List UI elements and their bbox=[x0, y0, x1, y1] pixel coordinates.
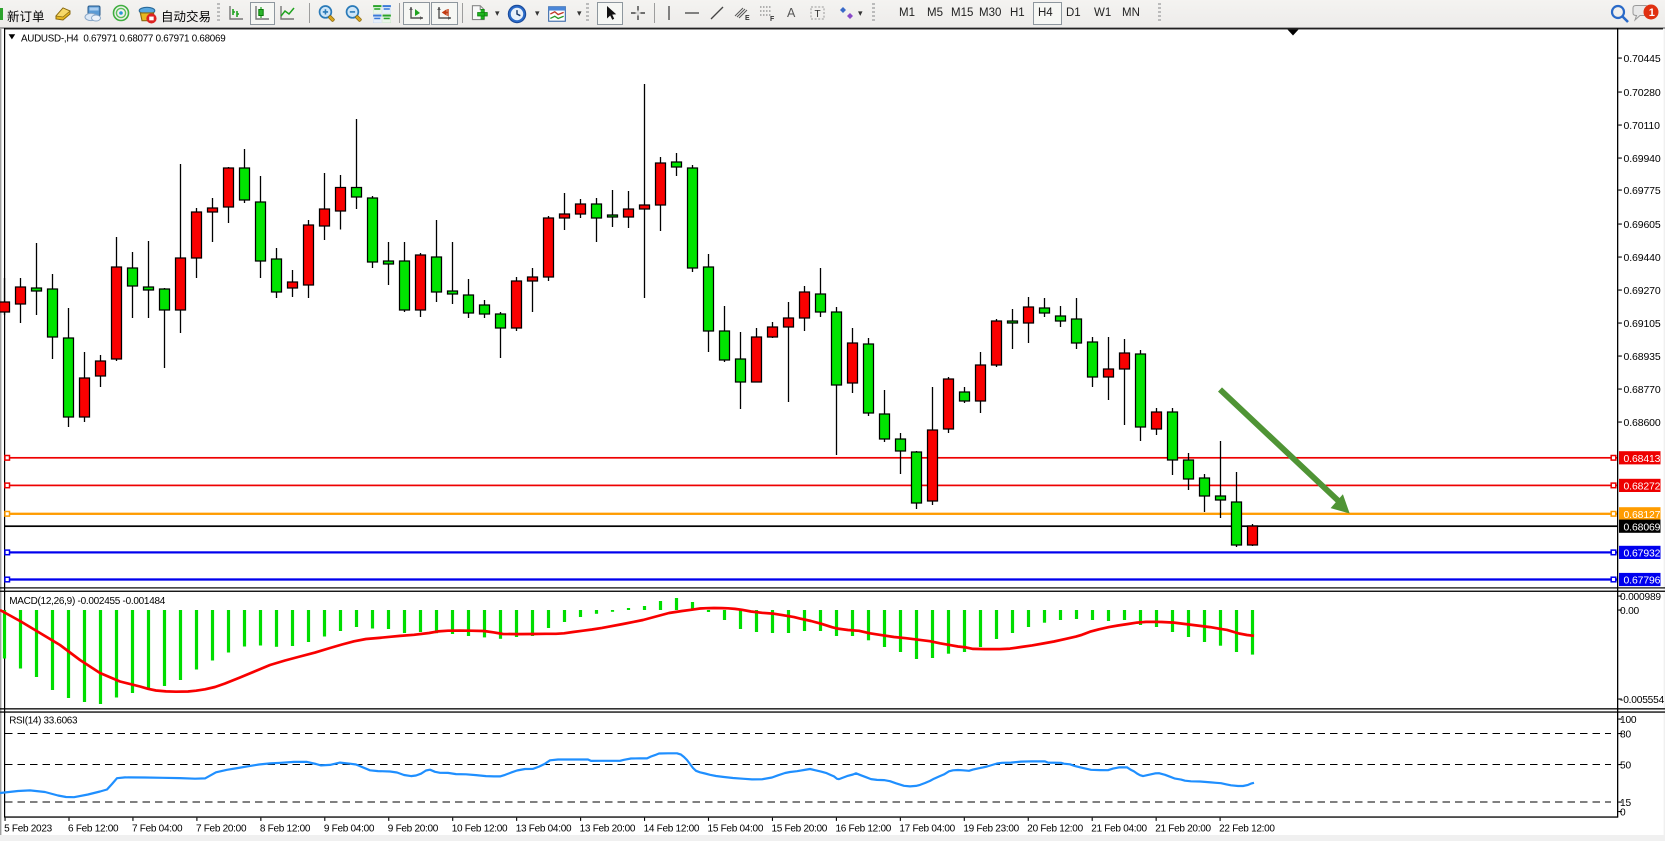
svg-text:16 Feb 12:00: 16 Feb 12:00 bbox=[835, 823, 891, 834]
svg-text:100: 100 bbox=[1620, 715, 1637, 726]
svg-text:E: E bbox=[745, 15, 750, 22]
svg-text:-0.005554: -0.005554 bbox=[1620, 695, 1665, 706]
svg-text:0.70280: 0.70280 bbox=[1624, 87, 1661, 99]
svg-text:0.69775: 0.69775 bbox=[1624, 185, 1661, 197]
svg-text:0.70110: 0.70110 bbox=[1624, 120, 1661, 132]
svg-text:AUDUSD-,H4 0.67971 0.68077 0.: AUDUSD-,H4 0.67971 0.68077 0.67971 0.680… bbox=[21, 33, 225, 44]
svg-text:9 Feb 20:00: 9 Feb 20:00 bbox=[388, 823, 439, 834]
svg-text:21 Feb 04:00: 21 Feb 04:00 bbox=[1091, 823, 1147, 834]
svg-text:1: 1 bbox=[1649, 7, 1655, 19]
svg-text:0.67796: 0.67796 bbox=[1624, 576, 1661, 587]
svg-text:0.00: 0.00 bbox=[1620, 606, 1640, 617]
svg-text:0.68935: 0.68935 bbox=[1624, 351, 1661, 363]
svg-text:0.68600: 0.68600 bbox=[1624, 417, 1661, 429]
svg-text:7 Feb 20:00: 7 Feb 20:00 bbox=[196, 823, 247, 834]
svg-text:80: 80 bbox=[1620, 729, 1631, 740]
svg-text:0.69440: 0.69440 bbox=[1624, 252, 1661, 264]
svg-text:10 Feb 12:00: 10 Feb 12:00 bbox=[452, 823, 508, 834]
svg-text:6 Feb 12:00: 6 Feb 12:00 bbox=[68, 823, 119, 834]
svg-text:0.68413: 0.68413 bbox=[1624, 454, 1661, 465]
svg-text:F: F bbox=[770, 16, 775, 22]
svg-text:T: T bbox=[815, 9, 821, 20]
svg-text:20 Feb 12:00: 20 Feb 12:00 bbox=[1027, 823, 1083, 834]
svg-text:8 Feb 12:00: 8 Feb 12:00 bbox=[260, 823, 311, 834]
svg-text:15 Feb 04:00: 15 Feb 04:00 bbox=[708, 823, 764, 834]
svg-text:0.000989: 0.000989 bbox=[1620, 592, 1661, 603]
svg-text:22 Feb 12:00: 22 Feb 12:00 bbox=[1219, 823, 1275, 834]
svg-text:0.68770: 0.68770 bbox=[1624, 384, 1661, 396]
svg-text:0: 0 bbox=[1620, 807, 1626, 818]
svg-text:17 Feb 04:00: 17 Feb 04:00 bbox=[899, 823, 955, 834]
svg-text:0.67932: 0.67932 bbox=[1624, 549, 1661, 560]
svg-text:0.68069: 0.68069 bbox=[1624, 522, 1661, 533]
svg-text:19 Feb 23:00: 19 Feb 23:00 bbox=[963, 823, 1019, 834]
svg-text:0.69940: 0.69940 bbox=[1624, 153, 1661, 165]
svg-text:0.70445: 0.70445 bbox=[1624, 53, 1661, 65]
svg-text:13 Feb 04:00: 13 Feb 04:00 bbox=[516, 823, 572, 834]
svg-text:14 Feb 12:00: 14 Feb 12:00 bbox=[644, 823, 700, 834]
svg-text:15: 15 bbox=[1620, 798, 1631, 809]
svg-text:9 Feb 04:00: 9 Feb 04:00 bbox=[324, 823, 375, 834]
svg-text:7 Feb 04:00: 7 Feb 04:00 bbox=[132, 823, 183, 834]
svg-text:0.68127: 0.68127 bbox=[1624, 510, 1661, 521]
svg-text:0.68272: 0.68272 bbox=[1624, 482, 1661, 493]
svg-text:RSI(14) 33.6063: RSI(14) 33.6063 bbox=[9, 716, 78, 727]
svg-text:5 Feb 2023: 5 Feb 2023 bbox=[4, 823, 53, 834]
svg-text:0.69605: 0.69605 bbox=[1624, 219, 1661, 231]
svg-text:15 Feb 20:00: 15 Feb 20:00 bbox=[772, 823, 828, 834]
svg-text:0.69105: 0.69105 bbox=[1624, 318, 1661, 330]
svg-text:21 Feb 20:00: 21 Feb 20:00 bbox=[1155, 823, 1211, 834]
svg-text:50: 50 bbox=[1620, 760, 1631, 771]
svg-text:0.69270: 0.69270 bbox=[1624, 285, 1661, 297]
svg-text:MACD(12,26,9) -0.002455 -0.001: MACD(12,26,9) -0.002455 -0.001484 bbox=[9, 596, 166, 607]
svg-text:13 Feb 20:00: 13 Feb 20:00 bbox=[580, 823, 636, 834]
